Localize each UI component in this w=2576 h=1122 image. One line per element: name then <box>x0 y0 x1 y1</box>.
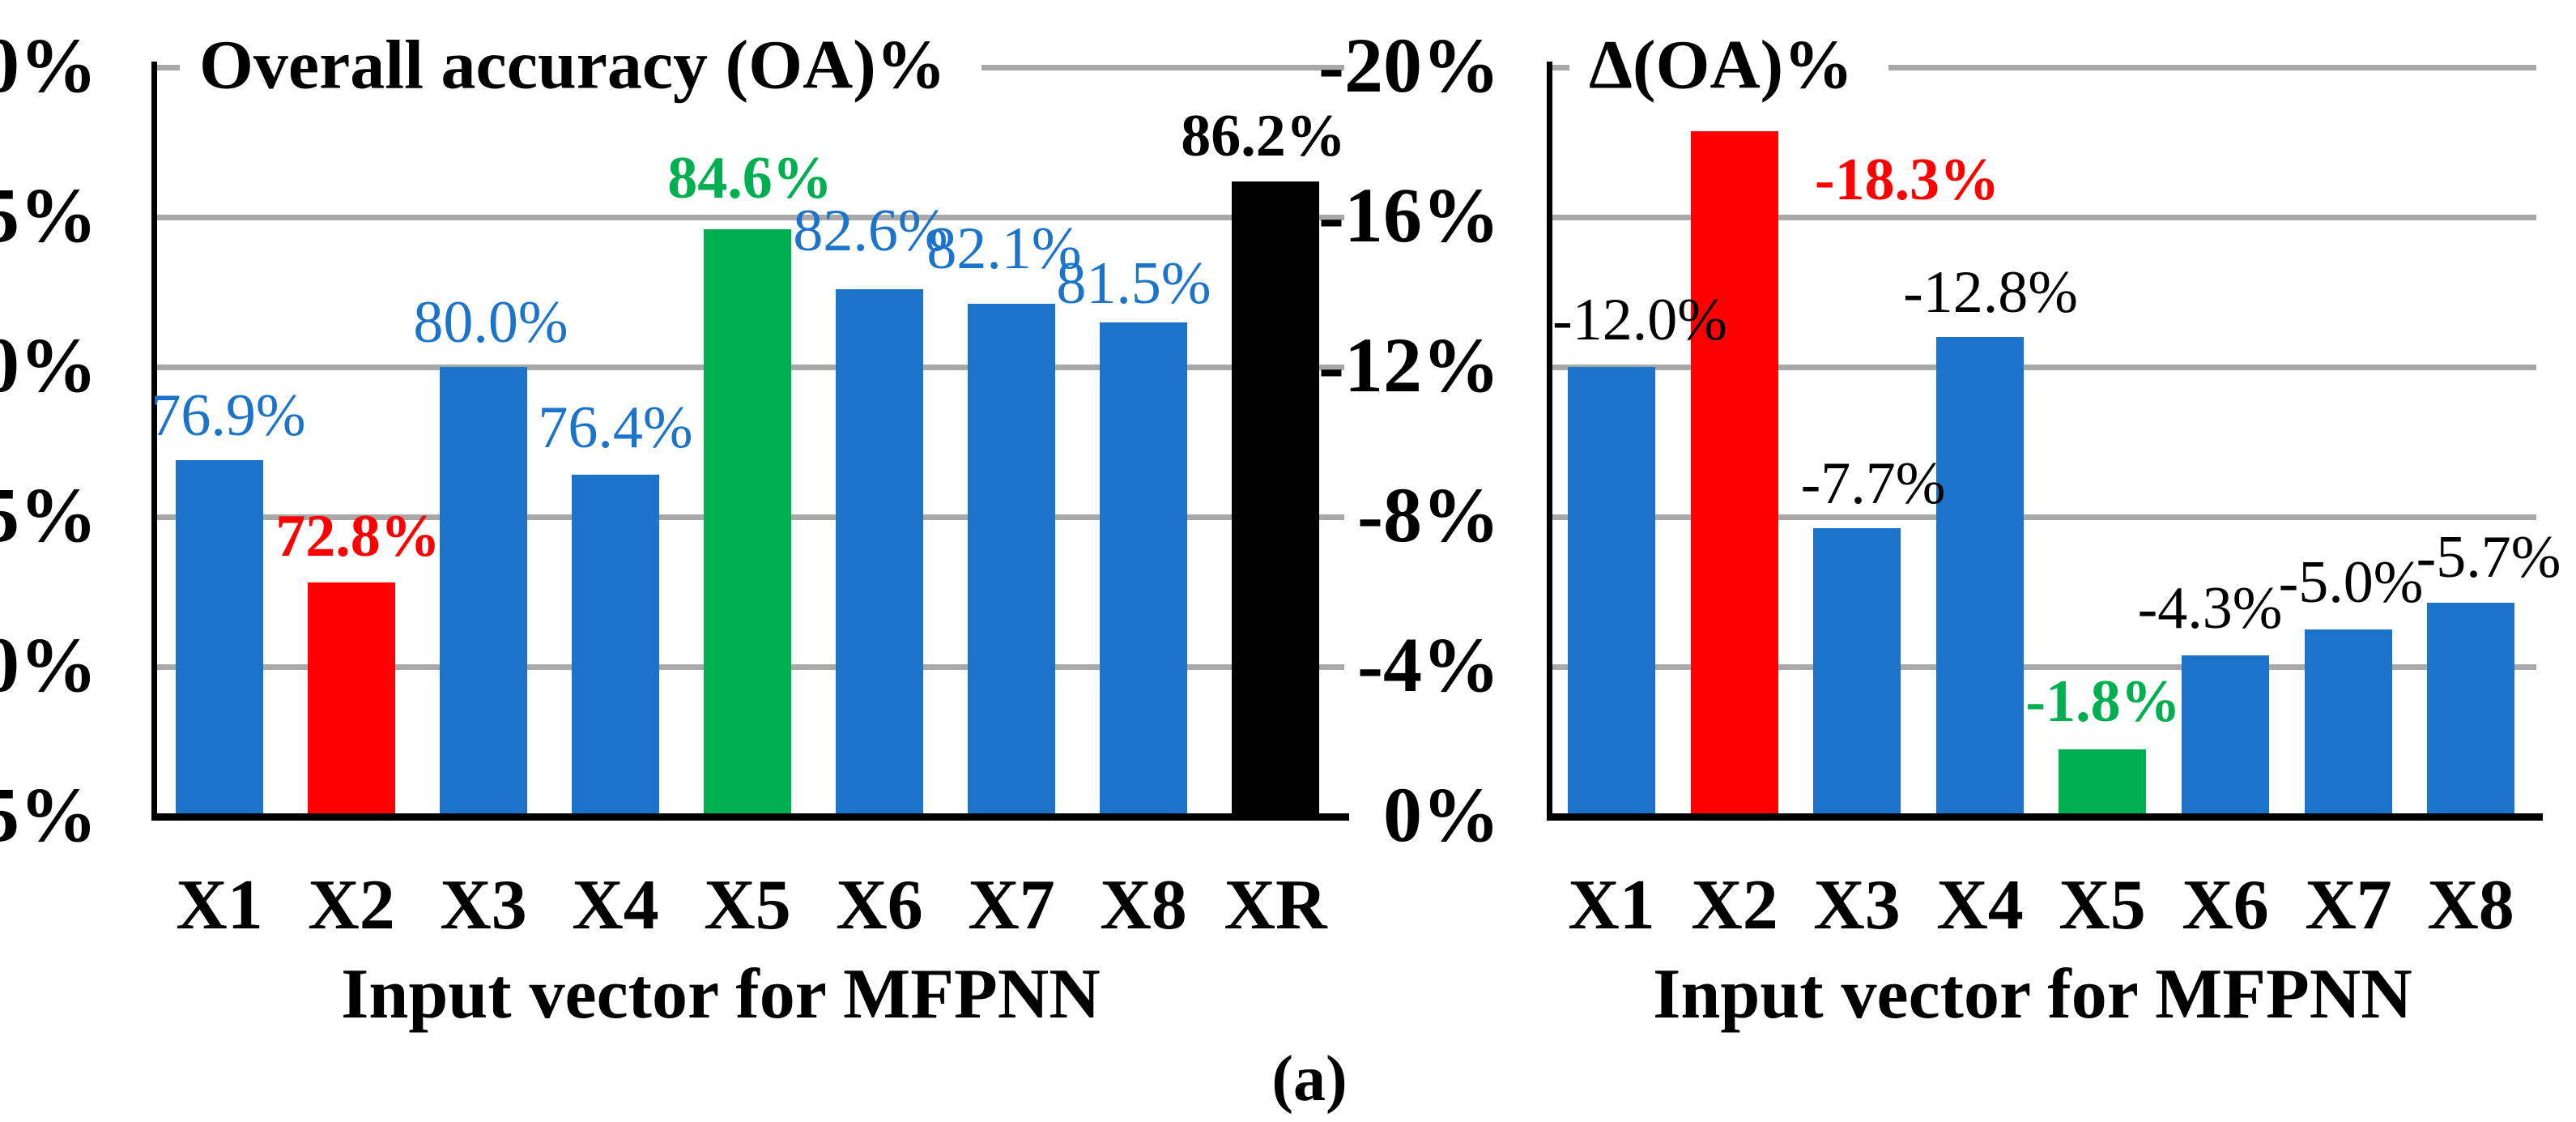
y-tick-label: 0% <box>1383 771 1500 859</box>
bar-X8 <box>2427 603 2514 817</box>
x-axis-line <box>151 813 1349 821</box>
x-tick-label-X8: X8 <box>1100 866 1187 945</box>
y-tick-label: -4% <box>1357 621 1500 709</box>
bar-X8 <box>1100 322 1187 817</box>
bar-X6 <box>2182 655 2269 817</box>
data-label-X4: 76.4% <box>538 395 693 461</box>
data-label-X1: 76.9% <box>151 382 306 449</box>
y-tick-label: -8% <box>1357 471 1500 559</box>
bar-X2 <box>1691 130 1778 817</box>
data-label-X7: -5.0% <box>2278 549 2424 616</box>
y-tick-label: 0% <box>0 322 97 409</box>
subfigure-label: (a) <box>1271 1043 1348 1115</box>
chart-title-delta-oa: Δ(OA)% <box>1569 19 1889 110</box>
bar-X5 <box>2059 749 2146 817</box>
data-label-X6: -4.3% <box>2137 575 2283 642</box>
y-tick-label: 5% <box>0 471 97 559</box>
y-tick-label: -12% <box>1318 322 1500 409</box>
x-tick-label-X2: X2 <box>1691 866 1778 945</box>
y-tick-label: 5% <box>0 172 97 259</box>
x-tick-label-X6: X6 <box>2182 866 2269 945</box>
x-tick-label-X4: X4 <box>572 866 659 945</box>
x-tick-label-X3: X3 <box>1813 866 1901 945</box>
data-label-X3: -7.7% <box>1800 450 1946 517</box>
bar-X3 <box>440 367 527 817</box>
x-tick-label-X8: X8 <box>2427 866 2514 945</box>
x-tick-label-X1: X1 <box>1568 866 1655 945</box>
x-tick-label-X3: X3 <box>440 866 527 945</box>
data-label-XR: 86.2% <box>1181 103 1346 169</box>
x-axis-title-right: Input vector for MFPNN <box>1653 955 2412 1034</box>
bar-X7 <box>968 304 1055 817</box>
data-label-X1: -12.0% <box>1552 287 1727 353</box>
bar-X7 <box>2305 629 2392 817</box>
data-label-X5: 84.6% <box>667 145 832 211</box>
data-label-X3: 80.0% <box>413 289 568 356</box>
gridline <box>1549 664 2536 670</box>
gridline <box>1549 65 2536 70</box>
x-tick-label-X2: X2 <box>308 866 395 945</box>
y-tick-label: 0% <box>0 621 97 709</box>
x-tick-label-X6: X6 <box>836 866 923 945</box>
gridline <box>1549 514 2536 520</box>
y-axis-line <box>151 62 157 820</box>
data-label-X7: 82.1% <box>926 215 1082 282</box>
x-tick-label-X4: X4 <box>1936 866 2024 945</box>
y-tick-label: -16% <box>1318 172 1500 259</box>
y-tick-label: -20% <box>1318 22 1500 109</box>
gridline <box>1549 365 2536 370</box>
x-tick-label-X1: X1 <box>176 866 263 945</box>
gridline <box>1549 215 2536 220</box>
bar-X5 <box>704 228 791 817</box>
x-axis-line <box>1547 813 2543 821</box>
bar-X4 <box>572 475 659 817</box>
gridline <box>154 215 1344 220</box>
x-axis-title-left: Input vector for MFPNN <box>341 955 1101 1034</box>
x-tick-label-X7: X7 <box>2305 866 2392 945</box>
x-tick-label-X5: X5 <box>2059 866 2146 945</box>
bar-XR <box>1232 181 1319 817</box>
x-tick-label-XR: XR <box>1224 866 1327 945</box>
data-label-X5: -1.8% <box>2025 668 2181 735</box>
y-tick-label: 0% <box>0 22 97 109</box>
data-label-X2: 72.8% <box>275 503 441 570</box>
data-label-X6: 82.6% <box>793 198 948 264</box>
bar-X1 <box>1568 367 1655 817</box>
bar-X3 <box>1813 527 1901 817</box>
data-label-X2: -18.3% <box>1814 147 2000 213</box>
bar-X1 <box>176 459 263 817</box>
bar-X2 <box>308 582 395 817</box>
x-tick-label-X7: X7 <box>968 866 1055 945</box>
y-axis-line <box>1547 62 1552 820</box>
data-label-X4: -12.8% <box>1903 259 2078 326</box>
x-tick-label-X5: X5 <box>704 866 791 945</box>
chart-title-overall-accuracy: Overall accuracy (OA)% <box>180 19 981 110</box>
data-label-X8: 81.5% <box>1056 250 1211 317</box>
data-label-X8: -5.7% <box>2416 524 2561 591</box>
bar-X6 <box>836 288 923 817</box>
bar-X4 <box>1936 337 2024 817</box>
y-tick-label: 5% <box>0 771 97 859</box>
